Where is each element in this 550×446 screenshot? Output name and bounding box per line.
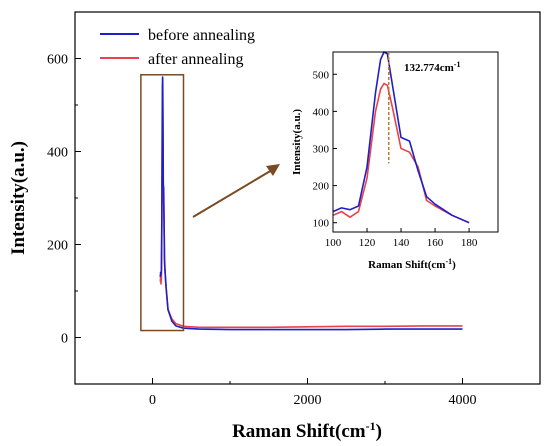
x-axis-label: Raman Shift(cm-1) xyxy=(232,419,382,442)
inset-series-lines xyxy=(332,51,470,224)
y-tick-label: 0 xyxy=(61,332,68,347)
x-tick-label: 2000 xyxy=(294,393,322,408)
inset-y-tick-label: 200 xyxy=(313,181,330,193)
inset-series-line-before xyxy=(332,51,470,224)
inset-x-tick-label: 140 xyxy=(393,237,410,249)
inset-x-label-text: Raman Shift(cm xyxy=(368,259,445,271)
x-tick-label: 4000 xyxy=(449,393,477,408)
inset-x-label-close: ) xyxy=(452,259,456,271)
x-axis-label-close: ) xyxy=(376,421,382,442)
inset-x-axis-label: Raman Shift(cm-1) xyxy=(368,257,456,271)
zoom-arrow xyxy=(192,169,273,218)
inset-x-tick-label: 160 xyxy=(427,237,444,249)
x-axis-label-text: Raman Shift(cm xyxy=(232,421,366,442)
main-series-lines xyxy=(159,76,463,331)
inset-y-tick-label: 400 xyxy=(313,106,330,118)
inset-axes: 100 120 140 160 180 100 200 300 400 500 xyxy=(313,69,478,249)
y-tick-label: 400 xyxy=(47,146,68,161)
inset-plot: 100 120 140 160 180 100 200 300 400 500 132.774cm… xyxy=(291,51,499,271)
legend: before annealing after annealing xyxy=(100,27,255,68)
peak-label-sup: -1 xyxy=(454,60,461,69)
inset-background xyxy=(333,52,498,232)
x-axis-label-sup: -1 xyxy=(366,419,376,433)
peak-label-text: 132.774cm xyxy=(404,62,454,74)
inset-y-axis-label: Intensity(a.u.) xyxy=(291,109,303,175)
inset-y-tick-label: 500 xyxy=(313,69,330,81)
inset-x-tick-label: 100 xyxy=(325,237,342,249)
legend-label-after: after annealing xyxy=(148,51,244,68)
peak-label: 132.774cm-1 xyxy=(404,60,460,74)
legend-label-before: before annealing xyxy=(148,27,255,44)
series-line-before xyxy=(159,76,463,331)
y-axis-label: Intensity(a.u.) xyxy=(8,141,29,255)
inset-series-line-after xyxy=(332,82,470,224)
inset-x-tick-label: 120 xyxy=(359,237,376,249)
y-tick-label: 600 xyxy=(47,53,68,68)
x-tick-label: 0 xyxy=(149,393,156,408)
y-tick-label: 200 xyxy=(47,239,68,254)
inset-y-tick-label: 300 xyxy=(313,143,330,155)
main-axes: 0 2000 4000 0 200 400 600 xyxy=(47,11,541,408)
inset-x-label-sup: -1 xyxy=(445,257,452,266)
inset-x-tick-label: 180 xyxy=(461,237,478,249)
zoom-arrowhead xyxy=(266,164,280,176)
inset-y-tick-label: 100 xyxy=(313,218,330,230)
inset-frame xyxy=(332,51,499,233)
zoom-box xyxy=(140,74,185,332)
